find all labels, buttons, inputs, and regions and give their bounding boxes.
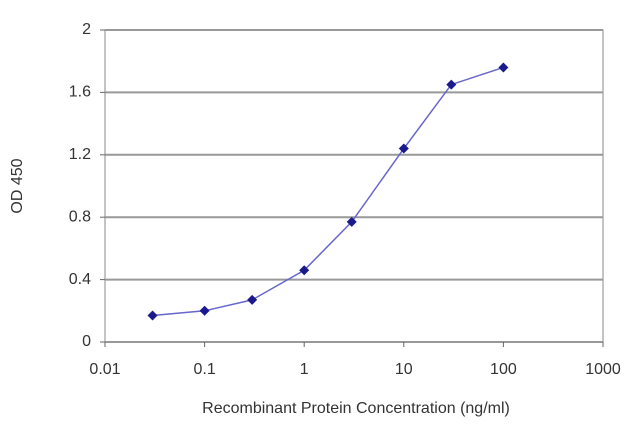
x-tick-label: 10 xyxy=(395,361,413,378)
data-point xyxy=(446,79,457,90)
y-tick-label: 1.6 xyxy=(69,84,91,101)
x-tick-label: 0.1 xyxy=(193,361,215,378)
x-axis-label: Recombinant Protein Concentration (ng/ml… xyxy=(202,400,510,417)
data-point xyxy=(299,265,310,276)
data-point xyxy=(398,143,409,154)
x-tick-label: 0.01 xyxy=(89,361,120,378)
y-tick-label: 0.4 xyxy=(69,271,91,288)
x-tick-label: 100 xyxy=(490,361,517,378)
x-tick-label: 1000 xyxy=(585,361,621,378)
y-tick-label: 0 xyxy=(82,333,91,350)
plot-area xyxy=(104,29,604,343)
y-tick-label: 2 xyxy=(82,21,91,38)
y-tick-label: 0.8 xyxy=(69,208,91,225)
x-tick-label: 1 xyxy=(300,361,309,378)
data-point xyxy=(346,216,357,227)
series-line xyxy=(152,66,504,317)
y-axis-label: OD 450 xyxy=(9,158,26,213)
data-point xyxy=(498,62,509,73)
data-point xyxy=(199,305,210,316)
data-point xyxy=(147,310,158,321)
y-tick-label: 1.2 xyxy=(69,146,91,163)
data-point xyxy=(247,294,258,305)
